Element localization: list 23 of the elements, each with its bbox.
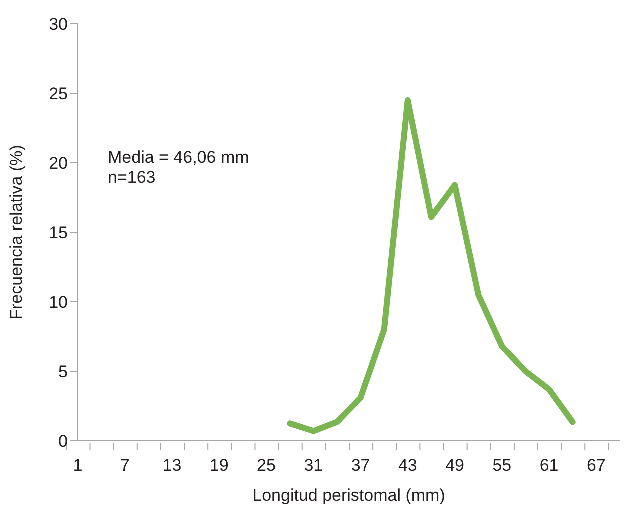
y-tick-label: 30 [49, 15, 68, 34]
y-tick-label: 10 [49, 293, 68, 312]
x-tick-label: 61 [540, 456, 559, 475]
y-tick-label: 15 [49, 224, 68, 243]
y-tick-label: 0 [58, 432, 68, 452]
x-tick-label: 55 [492, 456, 512, 475]
y-tick-label: 5 [58, 362, 68, 382]
x-tick-label: 67 [586, 456, 606, 475]
x-tick-label: 37 [351, 456, 370, 475]
y-tick-label: 20 [49, 154, 68, 174]
x-axis-title: Longitud peristomal (mm) [252, 486, 446, 505]
x-tick-label: 49 [446, 456, 465, 475]
x-tick-label: 43 [398, 456, 418, 475]
x-tick-label: 13 [162, 456, 182, 475]
y-tick-label: 25 [49, 84, 68, 104]
x-tick-label: 7 [120, 456, 130, 475]
y-axis-title: Frecuencia relativa (%) [7, 145, 26, 320]
x-tick-label: 31 [304, 456, 324, 475]
annotation: n=163 [108, 168, 157, 188]
x-tick-label: 19 [210, 456, 229, 475]
x-tick-label: 25 [257, 456, 276, 475]
annotation: Media = 46,06 mm [108, 148, 250, 168]
x-tick-label: 1 [73, 456, 83, 475]
